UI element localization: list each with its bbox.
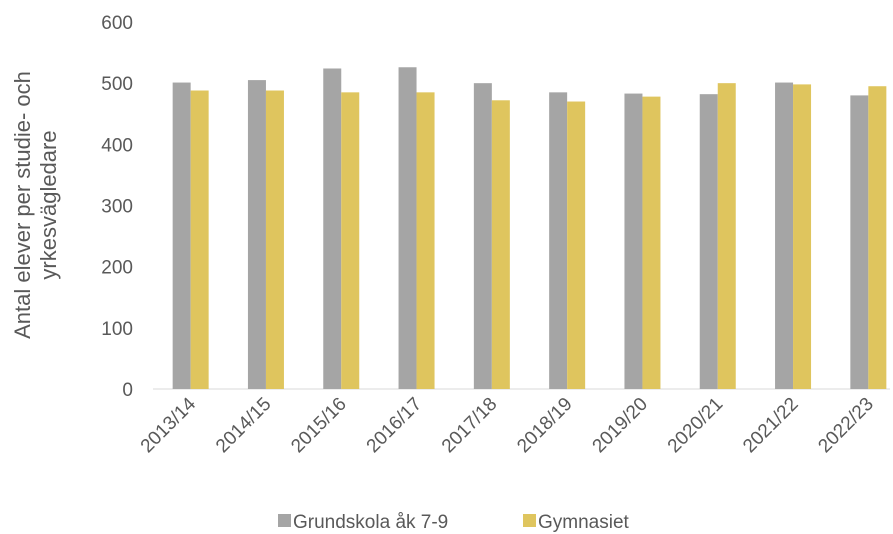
x-tick-label: 2017/18 <box>438 394 501 457</box>
bar <box>642 96 661 389</box>
bar <box>247 80 266 389</box>
y-tick-label: 100 <box>101 319 133 340</box>
bar <box>868 86 887 389</box>
y-tick-label: 200 <box>101 258 133 279</box>
legend-label: Gymnasiet <box>538 512 630 533</box>
x-tick-label: 2014/15 <box>212 394 275 457</box>
bar <box>416 92 435 389</box>
x-tick-label: 2021/22 <box>739 394 802 457</box>
y-tick-label: 500 <box>101 74 133 95</box>
legend-swatch <box>278 514 291 527</box>
bar <box>473 83 492 390</box>
y-axis-label: yrkesvägledare <box>36 130 61 279</box>
bar <box>549 92 568 389</box>
bar <box>775 82 794 390</box>
bar <box>398 67 417 389</box>
bar <box>323 68 342 389</box>
bar <box>341 92 360 389</box>
legend-label: Grundskola åk 7-9 <box>293 512 448 533</box>
y-axis-label: Antal elever per studie- och <box>10 71 35 339</box>
bar <box>172 82 191 390</box>
x-tick-label: 2022/23 <box>814 394 877 457</box>
bar <box>699 94 718 389</box>
bar <box>717 83 736 390</box>
y-tick-label: 0 <box>122 380 133 401</box>
legend-swatch <box>523 514 536 527</box>
bar <box>567 101 586 390</box>
bar <box>624 93 643 389</box>
x-tick-label: 2018/19 <box>513 394 576 457</box>
x-tick-label: 2016/17 <box>363 394 426 457</box>
bar <box>265 90 284 390</box>
y-tick-label: 300 <box>101 197 133 218</box>
x-tick-label: 2019/20 <box>589 394 652 457</box>
y-tick-label: 400 <box>101 135 133 156</box>
y-tick-label: 600 <box>101 13 133 34</box>
x-tick-label: 2013/14 <box>137 393 201 457</box>
x-tick-label: 2020/21 <box>664 394 727 457</box>
bar <box>491 100 510 389</box>
bar <box>793 84 812 389</box>
bar <box>850 95 869 390</box>
x-tick-label: 2015/16 <box>287 394 350 457</box>
bar <box>190 90 209 390</box>
